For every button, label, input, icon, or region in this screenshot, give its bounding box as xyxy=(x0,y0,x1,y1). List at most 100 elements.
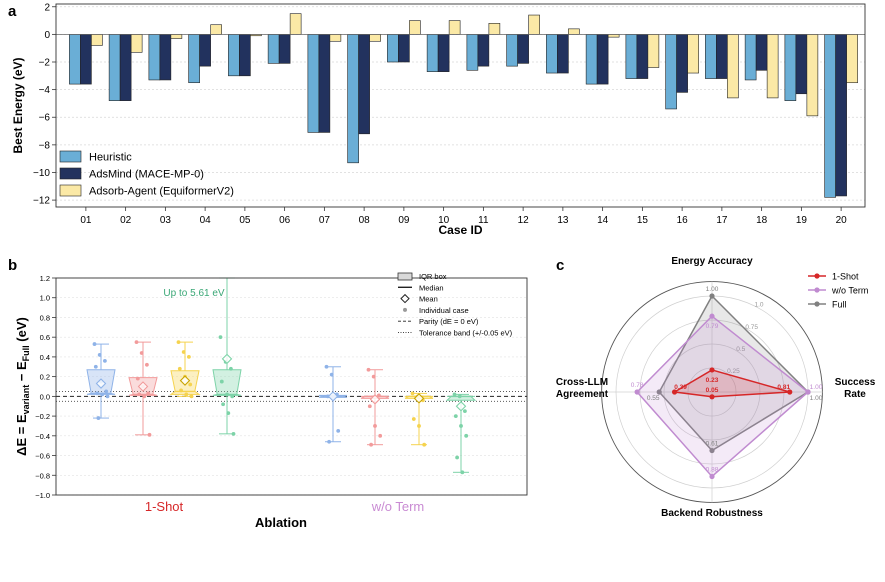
y-tick-label: −0.2 xyxy=(35,412,50,421)
bar-chart-panel-a: 20−2−4−6−8−10−12 01 02 03 04 05 06 07 08 09 10 11 1… xyxy=(11,2,866,237)
x-tick-label: 20 xyxy=(836,215,848,226)
bar-adsmind-mace-mp-0--10 xyxy=(437,34,450,72)
radar-point xyxy=(709,367,715,373)
case-point xyxy=(188,382,193,387)
bar-heuristic-13 xyxy=(546,34,558,74)
radar-axis-label-cross-llm-agreement: Cross-LLM Agreement xyxy=(556,377,609,400)
bar-heuristic-17 xyxy=(705,34,717,79)
bar-adsmind-mace-mp-0--18 xyxy=(755,34,768,71)
case-point xyxy=(105,394,110,399)
case-point xyxy=(422,442,427,447)
y-tick-label: 0.8 xyxy=(40,313,50,322)
bar-heuristic-12 xyxy=(506,34,518,67)
y-tick-label: −8 xyxy=(39,140,51,151)
case-point xyxy=(146,391,151,396)
radar-value-label: 0.05 xyxy=(706,387,719,394)
y-label-minus: − E xyxy=(14,361,29,385)
mean-marker xyxy=(369,394,381,405)
case-point xyxy=(142,394,147,399)
bar-adsmind-mace-mp-0--19 xyxy=(795,34,808,95)
x-tick-label: 10 xyxy=(438,215,450,226)
group-label: w/o Term xyxy=(371,499,425,514)
case-point xyxy=(147,432,152,437)
y-label-delta: ΔE = E xyxy=(14,414,29,456)
bar-adsmind-mace-mp-0--17 xyxy=(716,34,728,79)
box-w-o-term-1 xyxy=(318,364,348,444)
bar-adsmind-mace-mp-0--02 xyxy=(119,34,132,101)
bar-adsmind-mace-mp-0--14 xyxy=(596,34,609,85)
box-chart-legend: IQR box Median Mean Individual case Parity (… xyxy=(397,272,513,338)
bar-adsorb-agent-equiformerv2--18 xyxy=(766,34,779,99)
radar-chart-grid: 0.25 0.5 0.75 1.0 xyxy=(601,281,823,503)
case-point xyxy=(373,424,377,428)
box-chart-y-ticks: 1.2 1.0 0.8 0.6 0.4 0.2 0.0 −0.2 −0.4 −0.6 −0.8 −1.… xyxy=(35,274,56,500)
box-w-o-term-2 xyxy=(360,367,390,447)
bar-adsorb-agent-equiformerv2--14 xyxy=(607,34,620,38)
radar-chart-series: 1.00 1.00 0.61 0.55 0.79 1.00 0.88 0.78 0.23 0.81… xyxy=(631,286,823,480)
case-point xyxy=(229,366,233,371)
x-tick-label: 19 xyxy=(796,215,808,226)
legend-label: IQR box xyxy=(419,272,447,281)
case-point xyxy=(324,364,329,369)
radar-point xyxy=(709,293,715,299)
bar-chart-x-axis-label: Case ID xyxy=(438,223,482,237)
radar-value-label: 0.81 xyxy=(777,384,790,391)
box-chart-y-axis-label: ΔE = Evariant − EFull (eV) xyxy=(14,317,31,456)
bar-heuristic-07 xyxy=(307,34,320,133)
radar-value-label: 0.78 xyxy=(631,382,644,389)
x-tick-label: 04 xyxy=(200,215,212,226)
legend-label: Heuristic xyxy=(89,152,132,164)
legend-swatch xyxy=(59,167,82,180)
radar-value-label: 0.88 xyxy=(706,466,719,473)
bar-chart-frame xyxy=(55,3,866,208)
y-tick-label: 0.2 xyxy=(40,373,50,382)
case-point xyxy=(184,392,189,397)
case-point xyxy=(336,428,341,433)
bar-chart-y-axis-label: Best Energy (eV) xyxy=(11,57,25,153)
legend-label: Median xyxy=(419,283,444,292)
bar-adsmind-mace-mp-0--08 xyxy=(358,34,370,135)
bar-heuristic-06 xyxy=(267,34,280,64)
case-point xyxy=(137,392,142,397)
radar-ring-label: 0.25 xyxy=(727,368,740,375)
x-tick-label: 11 xyxy=(478,215,489,226)
x-tick-label: 03 xyxy=(160,215,172,226)
x-tick-label: 01 xyxy=(80,215,92,226)
panel-letter-a: a xyxy=(8,3,17,20)
radar-axis-label-success-rate: Success Rate xyxy=(835,377,876,400)
case-point xyxy=(226,411,231,416)
bar-heuristic-15 xyxy=(625,34,638,79)
radar-series-full xyxy=(656,293,811,454)
bar-adsorb-agent-equiformerv2--12 xyxy=(528,14,540,35)
box-chart-annotation: Up to 5.61 eV xyxy=(163,288,224,299)
radar-ring-label: 0.75 xyxy=(745,324,758,331)
bar-adsorb-agent-equiformerv2--10 xyxy=(448,20,461,35)
bar-adsorb-agent-equiformerv2--15 xyxy=(647,34,660,68)
axis-label-line: Success xyxy=(835,377,876,388)
mean-marker xyxy=(327,391,339,402)
case-point xyxy=(231,431,236,436)
bar-heuristic-14 xyxy=(585,34,598,85)
bar-adsmind-mace-mp-0--04 xyxy=(199,34,211,67)
bar-adsorb-agent-equiformerv2--17 xyxy=(727,34,739,99)
legend-label: AdsMind (MACE-MP-0) xyxy=(89,169,204,181)
y-tick-label: 1.0 xyxy=(40,294,50,303)
bar-heuristic-16 xyxy=(665,34,677,110)
y-tick-label: −12 xyxy=(33,196,50,207)
legend-swatch-point xyxy=(814,301,820,307)
case-point xyxy=(95,391,99,396)
axis-label-line: Rate xyxy=(844,389,866,400)
bar-adsorb-agent-equiformerv2--03 xyxy=(170,34,183,39)
radar-point xyxy=(805,389,811,395)
bar-adsmind-mace-mp-0--20 xyxy=(835,34,847,197)
radar-point xyxy=(671,389,678,395)
bar-heuristic-08 xyxy=(347,34,359,164)
bar-chart-y-ticks: 2 0 −2 −4 −6 −8 −10 −12 xyxy=(33,2,56,207)
case-point xyxy=(452,392,457,397)
bar-adsmind-mace-mp-0--12 xyxy=(517,34,529,64)
x-tick-label: 06 xyxy=(279,215,291,226)
radar-value-label: 1.00 xyxy=(810,384,823,391)
radar-value-label: 0.79 xyxy=(706,323,719,330)
y-tick-label: −0.4 xyxy=(35,432,50,441)
radar-value-label: 1.00 xyxy=(810,395,823,402)
